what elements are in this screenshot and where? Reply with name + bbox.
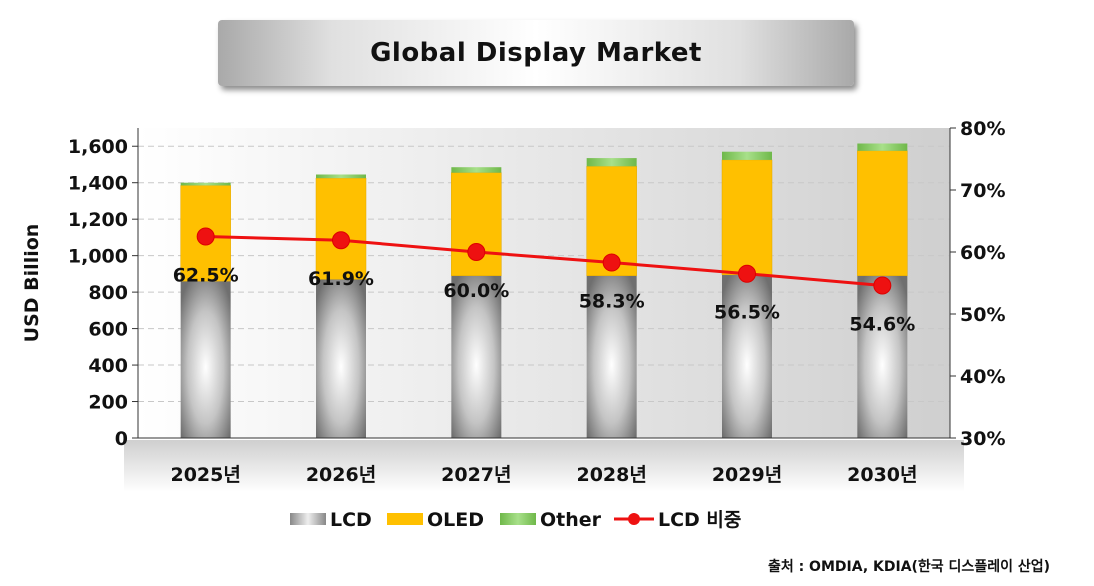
lcd-share-point	[467, 243, 486, 261]
y-tick-label: 1,200	[68, 209, 128, 231]
category-band	[124, 440, 964, 492]
x-tick-label: 2028년	[576, 464, 646, 486]
bar-oled	[721, 159, 773, 276]
y2-tick-label: 70%	[960, 180, 1005, 202]
lcd-share-point	[738, 264, 756, 283]
bar-oled	[315, 177, 367, 280]
legend-label: LCD	[330, 509, 372, 531]
x-tick-label: 2025년	[170, 464, 240, 486]
bar-lcd	[722, 274, 772, 438]
y-tick-label: 600	[88, 319, 128, 341]
bar-lcd	[586, 275, 637, 438]
y-tick-label: 200	[88, 392, 128, 414]
legend-label: LCD 비중	[658, 509, 741, 531]
y2-tick-label: 30%	[960, 428, 1005, 450]
y-axis-title: USD Billion	[21, 224, 43, 343]
bar-lcd	[451, 275, 502, 438]
bar-other	[180, 182, 231, 186]
source-note: 출처 : OMDIA, KDIA(한국 디스플레이 산업)	[767, 559, 1050, 575]
y-tick-label: 800	[88, 282, 128, 304]
y-tick-label: 1,400	[68, 173, 128, 195]
lcd-share-point	[196, 227, 215, 246]
x-tick-label: 2027년	[441, 464, 511, 486]
y-tick-label: 1,000	[68, 246, 128, 268]
y-tick-label: 1,600	[68, 136, 128, 158]
y2-tick-label: 80%	[960, 118, 1005, 140]
legend-swatch	[290, 513, 326, 525]
lcd-share-label: 62.5%	[173, 265, 239, 287]
bar-other	[451, 167, 502, 173]
lcd-share-label: 61.9%	[308, 268, 374, 290]
lcd-share-line	[205, 235, 883, 287]
lcd-share-label: 58.3%	[579, 291, 645, 313]
y-tick-label: 400	[88, 355, 128, 377]
bar-lcd	[857, 275, 908, 438]
lcd-share-point	[332, 231, 350, 250]
legend-swatch-marker	[628, 513, 640, 525]
legend-swatch	[387, 513, 423, 525]
y2-tick-label: 50%	[960, 304, 1005, 326]
x-tick-label: 2029년	[712, 464, 782, 486]
bar-other	[722, 151, 772, 160]
y-tick-label: 0	[115, 428, 128, 450]
x-tick-label: 2030년	[847, 464, 917, 486]
bar-lcd	[316, 279, 366, 438]
lcd-share-label: 60.0%	[443, 280, 509, 302]
bar-lcd	[180, 281, 231, 438]
lcd-share-point	[602, 253, 621, 272]
legend-label: Other	[540, 509, 602, 531]
bar-other	[316, 174, 366, 179]
lcd-share-label: 54.6%	[849, 313, 915, 335]
chart-title-box: Global Display Market	[218, 20, 854, 86]
y2-tick-label: 60%	[960, 242, 1005, 264]
lcd-share-point	[873, 276, 892, 295]
bar-oled	[586, 166, 637, 276]
lcd-share-label: 56.5%	[714, 302, 780, 324]
x-tick-label: 2026년	[306, 464, 376, 486]
y2-tick-label: 40%	[960, 366, 1005, 388]
plot-area	[138, 128, 950, 438]
chart-title: Global Display Market	[370, 38, 702, 68]
legend-label: OLED	[427, 509, 484, 531]
legend-swatch	[500, 513, 536, 525]
bar-other	[857, 143, 908, 151]
bar-other	[586, 158, 637, 167]
bar-oled	[857, 150, 908, 276]
